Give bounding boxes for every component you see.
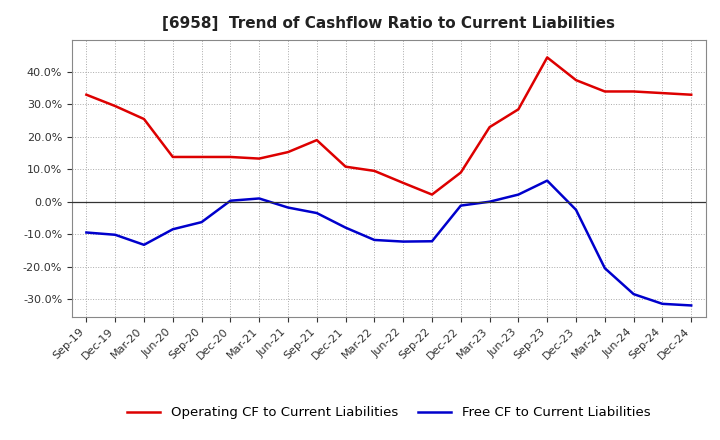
Free CF to Current Liabilities: [485, 199, 494, 204]
Operating CF to Current Liabilities: [82, 92, 91, 97]
Free CF to Current Liabilities: [255, 196, 264, 201]
Free CF to Current Liabilities: [284, 205, 292, 210]
Free CF to Current Liabilities: [341, 225, 350, 230]
Free CF to Current Liabilities: [111, 232, 120, 238]
Free CF to Current Liabilities: [312, 210, 321, 216]
Free CF to Current Liabilities: [399, 239, 408, 244]
Operating CF to Current Liabilities: [226, 154, 235, 160]
Operating CF to Current Liabilities: [312, 137, 321, 143]
Operating CF to Current Liabilities: [600, 89, 609, 94]
Free CF to Current Liabilities: [687, 303, 696, 308]
Operating CF to Current Liabilities: [629, 89, 638, 94]
Free CF to Current Liabilities: [140, 242, 148, 247]
Operating CF to Current Liabilities: [399, 180, 408, 186]
Free CF to Current Liabilities: [168, 227, 177, 232]
Free CF to Current Liabilities: [428, 238, 436, 244]
Title: [6958]  Trend of Cashflow Ratio to Current Liabilities: [6958] Trend of Cashflow Ratio to Curren…: [162, 16, 616, 32]
Operating CF to Current Liabilities: [370, 168, 379, 173]
Free CF to Current Liabilities: [629, 291, 638, 297]
Operating CF to Current Liabilities: [543, 55, 552, 60]
Free CF to Current Liabilities: [226, 198, 235, 203]
Operating CF to Current Liabilities: [140, 117, 148, 122]
Legend: Operating CF to Current Liabilities, Free CF to Current Liabilities: Operating CF to Current Liabilities, Fre…: [122, 401, 655, 425]
Operating CF to Current Liabilities: [168, 154, 177, 160]
Operating CF to Current Liabilities: [658, 91, 667, 96]
Line: Free CF to Current Liabilities: Free CF to Current Liabilities: [86, 181, 691, 305]
Operating CF to Current Liabilities: [284, 150, 292, 155]
Line: Operating CF to Current Liabilities: Operating CF to Current Liabilities: [86, 58, 691, 194]
Free CF to Current Liabilities: [370, 237, 379, 242]
Free CF to Current Liabilities: [197, 220, 206, 225]
Free CF to Current Liabilities: [543, 178, 552, 183]
Operating CF to Current Liabilities: [485, 125, 494, 130]
Operating CF to Current Liabilities: [572, 77, 580, 83]
Operating CF to Current Liabilities: [255, 156, 264, 161]
Operating CF to Current Liabilities: [428, 192, 436, 197]
Operating CF to Current Liabilities: [687, 92, 696, 97]
Free CF to Current Liabilities: [658, 301, 667, 307]
Operating CF to Current Liabilities: [341, 164, 350, 169]
Free CF to Current Liabilities: [456, 203, 465, 208]
Operating CF to Current Liabilities: [514, 106, 523, 112]
Free CF to Current Liabilities: [600, 265, 609, 271]
Operating CF to Current Liabilities: [197, 154, 206, 160]
Free CF to Current Liabilities: [514, 192, 523, 197]
Free CF to Current Liabilities: [82, 230, 91, 235]
Operating CF to Current Liabilities: [456, 170, 465, 175]
Free CF to Current Liabilities: [572, 207, 580, 213]
Operating CF to Current Liabilities: [111, 103, 120, 109]
